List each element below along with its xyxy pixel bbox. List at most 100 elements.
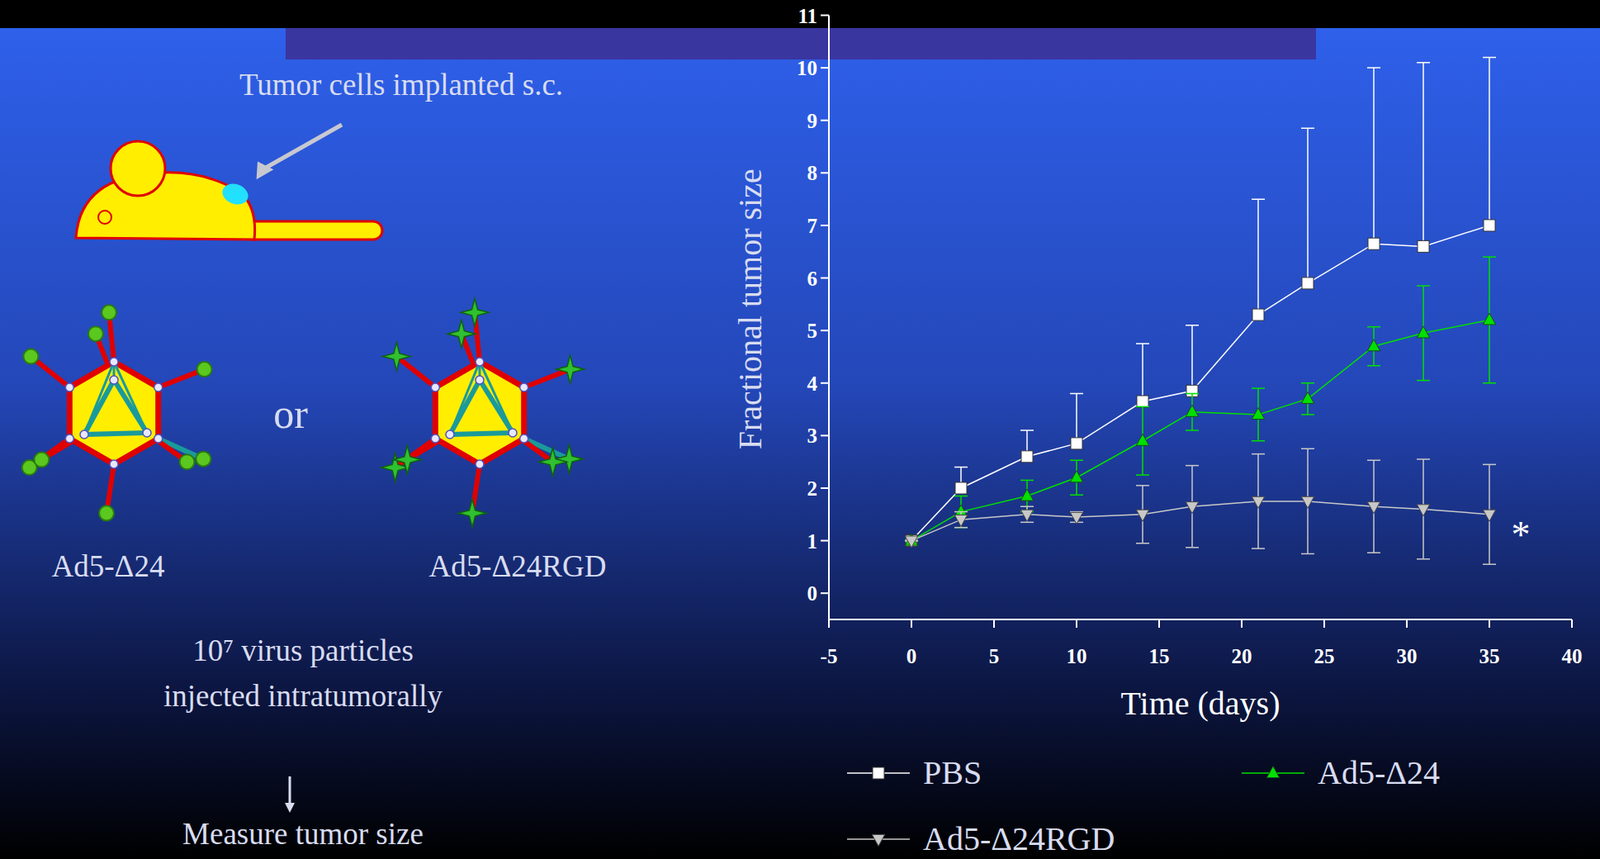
fiber-knob	[195, 451, 211, 467]
capsid-edge	[113, 361, 147, 433]
background	[0, 0, 1600, 859]
error-cap	[1367, 66, 1381, 69]
top-band	[0, 0, 1600, 29]
error-cap	[1136, 484, 1150, 487]
x-tick	[828, 619, 830, 628]
legend-marker	[871, 833, 885, 846]
x-tick	[993, 619, 995, 628]
error-bar	[1482, 56, 1496, 226]
data-point	[1301, 277, 1314, 289]
data-point	[1251, 407, 1264, 420]
body	[75, 172, 256, 240]
error-cap	[1251, 547, 1265, 550]
x-tick	[1158, 619, 1160, 628]
data-point	[1020, 509, 1033, 521]
error-cap	[1251, 387, 1265, 389]
y-tick	[820, 171, 829, 174]
fiber-knob	[101, 304, 117, 320]
plot	[904, 56, 1496, 564]
series	[904, 448, 1496, 564]
connector: or	[273, 390, 308, 437]
virus	[22, 304, 213, 521]
error-cap	[1069, 392, 1084, 395]
x-tick-label: 0	[906, 644, 918, 668]
error-cap	[1416, 458, 1430, 460]
error-bar	[1136, 343, 1150, 402]
error-cap	[1020, 479, 1034, 482]
error-cap	[1367, 551, 1381, 554]
series	[904, 56, 1496, 546]
y-tick	[820, 329, 829, 332]
slide: Tumor cells implanted s.c.orAd5-Δ24Ad5-Δ…	[0, 0, 1600, 859]
error-line	[1141, 343, 1144, 402]
y-tick-label: 5	[807, 319, 819, 342]
vertex	[154, 434, 163, 443]
error-cap	[1069, 459, 1084, 462]
capsid-edge	[449, 361, 480, 435]
fiber-knob	[392, 445, 422, 474]
x-tick	[1488, 619, 1491, 628]
fiber-knob	[179, 454, 195, 469]
series-line	[911, 225, 1490, 541]
fiber-knob	[539, 447, 568, 476]
x-tick-label: 25	[1314, 644, 1335, 668]
legend-marker	[1266, 766, 1279, 778]
y-tick	[820, 224, 829, 227]
legend-item: Ad5-Δ24	[1241, 753, 1440, 791]
error-cap	[1416, 379, 1430, 382]
capsid-edge	[84, 361, 114, 435]
data-point	[1301, 391, 1314, 403]
data-point	[955, 482, 967, 494]
fiber-knob	[458, 498, 487, 527]
data-point	[1185, 404, 1198, 417]
x-tick-label: 5	[989, 644, 1000, 668]
y-tick-label: 8	[807, 161, 819, 185]
y-tick-label: 0	[807, 582, 819, 605]
tumor	[219, 179, 251, 208]
error-bar	[1069, 392, 1084, 443]
y-tick-label: 3	[807, 424, 819, 447]
y-tick-label: 7	[807, 214, 819, 237]
series	[904, 256, 1496, 545]
vertex	[520, 434, 529, 443]
legend-marker	[872, 766, 885, 779]
data-point	[1251, 496, 1264, 508]
error-bar	[1069, 459, 1084, 495]
error-cap	[1251, 198, 1265, 200]
data-point	[1367, 501, 1380, 514]
capsid	[69, 361, 158, 464]
error-cap	[954, 466, 968, 469]
fiber	[396, 356, 436, 388]
fiber-knob	[23, 349, 38, 365]
capsid-face	[84, 379, 147, 435]
error-cap	[1251, 440, 1265, 442]
y-tick	[820, 487, 829, 489]
y-axis	[828, 15, 830, 621]
error-cap	[1482, 463, 1496, 466]
error-bar	[1020, 479, 1034, 512]
data-point	[1020, 488, 1033, 501]
vertex	[430, 383, 440, 392]
series-line	[911, 501, 1490, 541]
vertex	[445, 430, 455, 439]
error-bar	[1367, 326, 1381, 366]
x-tick-label: 15	[1149, 644, 1170, 668]
virus-label: Ad5-Δ24RGD	[429, 549, 607, 583]
tail	[243, 221, 383, 240]
fiber-knob	[99, 505, 114, 521]
legend-label: PBS	[923, 753, 982, 791]
data-point	[1416, 326, 1430, 338]
vertex	[430, 434, 440, 443]
fiber-knob	[554, 444, 583, 474]
error-cap	[1020, 505, 1034, 507]
data-point	[1070, 437, 1083, 450]
data-point	[1417, 240, 1430, 252]
series-line	[911, 319, 1490, 540]
data-point	[1021, 450, 1033, 463]
x-tick	[1571, 619, 1573, 628]
y-tick	[820, 119, 829, 122]
error-cap	[1367, 459, 1381, 462]
legend-label: Ad5-Δ24	[1317, 753, 1440, 791]
data-point	[1367, 339, 1380, 351]
error-cap	[1301, 413, 1315, 416]
